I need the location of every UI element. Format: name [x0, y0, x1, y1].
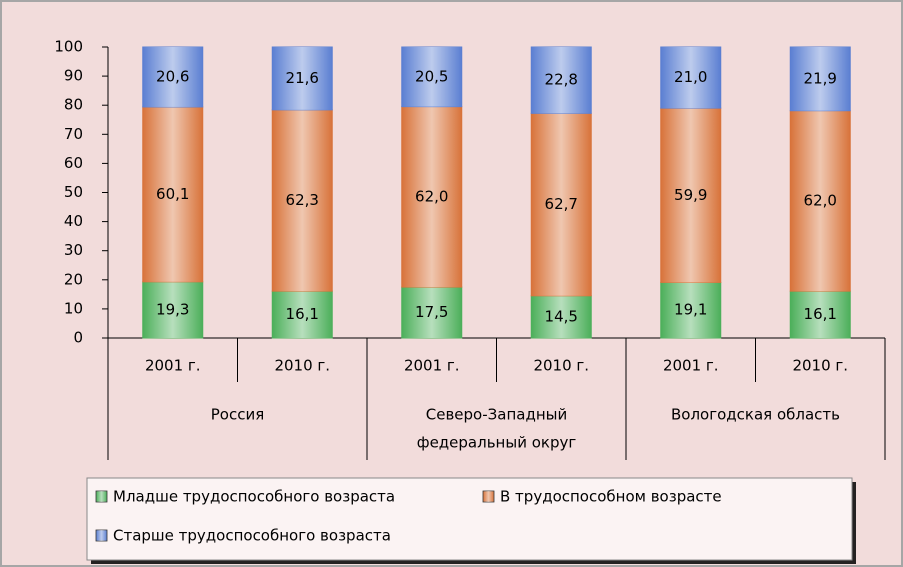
- data-label: 62,0: [804, 191, 837, 209]
- bar-shine: [790, 110, 851, 292]
- bar-shine: [401, 287, 462, 338]
- bar-shine: [531, 113, 592, 296]
- legend-swatch-shine: [96, 530, 107, 541]
- data-label: 60,1: [156, 185, 189, 203]
- legend-label: Младше трудоспособного возраста: [113, 488, 395, 506]
- y-tick-label: 40: [64, 212, 83, 230]
- y-tick-label: 50: [64, 183, 83, 201]
- bar-shine: [790, 291, 851, 338]
- bar-shine: [142, 47, 203, 107]
- data-label: 21,6: [286, 69, 319, 87]
- data-label: 21,0: [674, 68, 707, 86]
- legend-label: Старше трудоспособного возраста: [113, 527, 391, 545]
- y-tick-label: 30: [64, 241, 83, 259]
- bar-shine: [142, 106, 203, 282]
- group-label: федеральный округ: [417, 434, 577, 452]
- bar-shine: [401, 106, 462, 288]
- bar-shine: [401, 47, 462, 107]
- bar-shine: [660, 282, 721, 338]
- data-label: 59,9: [674, 186, 707, 204]
- data-label: 62,0: [415, 187, 448, 205]
- data-label: 19,3: [156, 300, 189, 318]
- bar-shine: [660, 108, 721, 283]
- bar-shine: [660, 47, 721, 109]
- data-label: 22,8: [545, 71, 578, 89]
- y-tick-label: 10: [64, 299, 83, 317]
- data-label: 19,1: [674, 301, 707, 319]
- legend-label: В трудоспособном возрасте: [500, 488, 722, 506]
- data-label: 17,5: [415, 303, 448, 321]
- x-tick-label: 2010 г.: [792, 357, 848, 375]
- y-tick-label: 100: [54, 38, 83, 56]
- group-label: Северо-Западный: [426, 406, 567, 424]
- legend-swatch-shine: [96, 491, 107, 502]
- data-label: 62,7: [545, 195, 578, 213]
- y-tick-label: 70: [64, 125, 83, 143]
- bar-shine: [142, 281, 203, 338]
- bar-shine: [272, 47, 333, 110]
- x-tick-label: 2010 г.: [274, 357, 330, 375]
- bar-shine: [272, 109, 333, 292]
- bar-shine: [272, 291, 333, 338]
- data-label: 20,5: [415, 67, 448, 85]
- x-tick-label: 2001 г.: [145, 357, 201, 375]
- data-label: 14,5: [545, 307, 578, 325]
- x-tick-label: 2001 г.: [663, 357, 719, 375]
- group-label: Россия: [211, 406, 265, 424]
- data-label: 16,1: [286, 305, 319, 323]
- y-tick-label: 90: [64, 67, 83, 85]
- x-tick-label: 2010 г.: [533, 357, 589, 375]
- legend-box: [86, 477, 853, 561]
- bar-shine: [790, 47, 851, 111]
- data-label: 20,6: [156, 67, 189, 85]
- data-label: 62,3: [286, 191, 319, 209]
- y-tick-label: 20: [64, 270, 83, 288]
- bar-shine: [531, 295, 592, 338]
- y-tick-label: 0: [73, 329, 83, 347]
- legend-swatch-shine: [483, 491, 494, 502]
- bar-shine: [531, 47, 592, 114]
- y-tick-label: 80: [64, 96, 83, 114]
- x-tick-label: 2001 г.: [404, 357, 460, 375]
- group-label: Вологодская область: [671, 406, 840, 424]
- data-label: 21,9: [804, 69, 837, 87]
- y-tick-label: 60: [64, 154, 83, 172]
- data-label: 16,1: [804, 305, 837, 323]
